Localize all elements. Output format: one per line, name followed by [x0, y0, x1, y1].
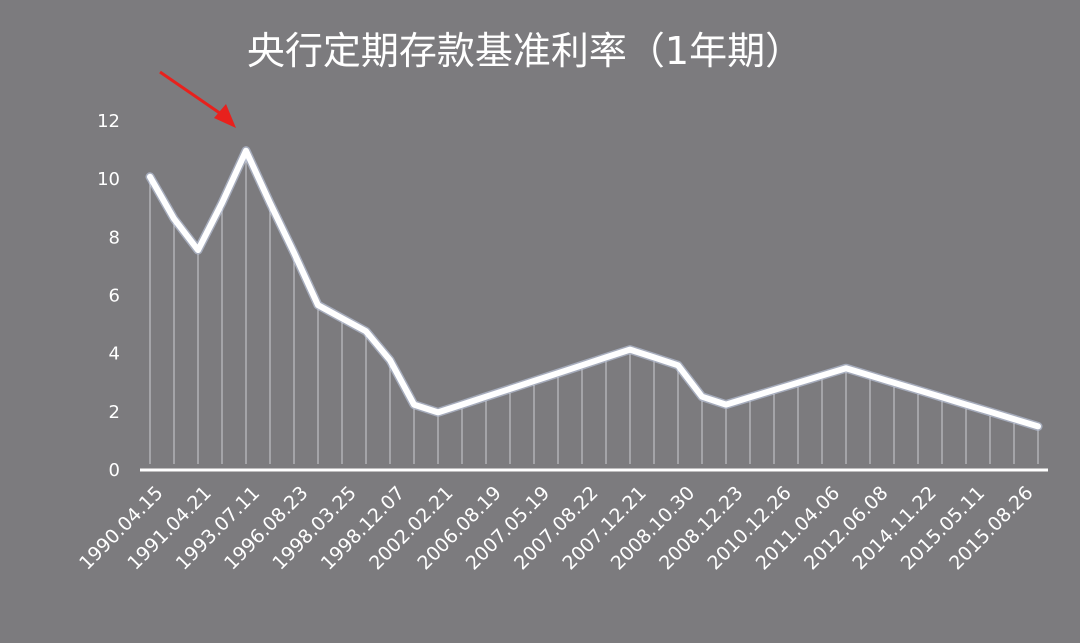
data-point	[700, 394, 705, 399]
data-point	[436, 410, 441, 415]
data-point	[604, 355, 609, 360]
chart-title: 央行定期存款基准利率（1年期）	[247, 29, 803, 73]
data-point	[1012, 417, 1017, 422]
y-axis-ticks: 0 2 4 6 8 10 12	[97, 111, 120, 481]
y-tick-label: 4	[109, 344, 120, 365]
data-point	[748, 395, 753, 400]
data-point	[916, 388, 921, 393]
data-point	[772, 388, 777, 393]
data-point	[580, 363, 585, 368]
data-point	[940, 395, 945, 400]
data-point	[868, 373, 873, 378]
data-point	[676, 363, 681, 368]
series-line	[150, 151, 1038, 427]
data-point	[844, 366, 849, 371]
data-point	[628, 347, 633, 352]
data-point	[556, 371, 561, 376]
data-point	[340, 316, 345, 321]
data-point	[652, 355, 657, 360]
data-point	[988, 409, 993, 414]
y-tick-label: 10	[97, 169, 120, 190]
data-point	[820, 373, 825, 378]
y-tick-label: 0	[109, 460, 120, 481]
data-point	[388, 358, 393, 363]
data-point	[292, 250, 297, 255]
data-point	[460, 402, 465, 407]
data-point	[364, 329, 369, 334]
data-point	[532, 379, 537, 384]
y-tick-label: 8	[109, 227, 120, 248]
data-point	[964, 402, 969, 407]
data-point	[316, 303, 321, 308]
y-tick-label: 12	[97, 111, 120, 132]
data-point	[724, 402, 729, 407]
data-point	[796, 380, 801, 385]
y-tick-label: 2	[109, 402, 120, 423]
data-point	[268, 201, 273, 206]
arrow-shaft	[160, 72, 224, 116]
y-tick-label: 6	[109, 286, 120, 307]
data-point	[892, 380, 897, 385]
data-point	[412, 402, 417, 407]
data-point	[196, 248, 201, 253]
data-point	[244, 148, 249, 153]
drop-lines	[150, 155, 1038, 464]
data-point	[172, 216, 177, 221]
x-axis-ticks: 1990.04.151991.04.211993.07.111996.08.23…	[75, 482, 1037, 574]
data-point	[148, 174, 153, 179]
data-point	[1036, 424, 1041, 429]
series-group	[148, 148, 1041, 429]
data-point	[220, 201, 225, 206]
red-arrow-annotation	[160, 72, 236, 128]
arrow-head	[214, 104, 236, 128]
data-point	[508, 386, 513, 391]
data-point	[484, 394, 489, 399]
